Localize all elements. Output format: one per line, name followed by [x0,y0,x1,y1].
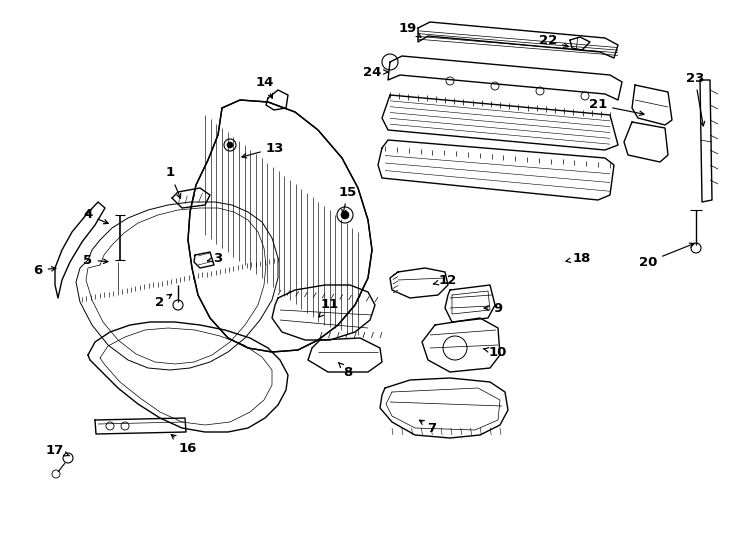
Text: 12: 12 [433,273,457,287]
Text: 4: 4 [84,208,108,224]
Text: 16: 16 [171,435,197,455]
Text: 1: 1 [165,166,181,198]
Text: 11: 11 [319,299,339,317]
Text: 19: 19 [399,22,421,37]
Text: 14: 14 [256,76,275,98]
Text: 17: 17 [46,443,70,456]
Circle shape [227,142,233,148]
Text: 22: 22 [539,33,568,48]
Text: 8: 8 [338,362,352,379]
Text: 3: 3 [208,252,222,265]
Text: 7: 7 [419,420,437,435]
Text: 15: 15 [339,186,357,214]
Text: 10: 10 [483,346,507,359]
Text: 2: 2 [156,294,172,308]
Text: 5: 5 [84,253,108,267]
Text: 20: 20 [639,243,694,268]
Text: 23: 23 [686,71,705,126]
Text: 24: 24 [363,65,388,78]
Circle shape [341,211,349,219]
Text: 18: 18 [566,252,591,265]
Text: 13: 13 [242,141,284,158]
Text: 21: 21 [589,98,644,116]
Text: 6: 6 [33,264,56,276]
Text: 9: 9 [484,301,503,314]
